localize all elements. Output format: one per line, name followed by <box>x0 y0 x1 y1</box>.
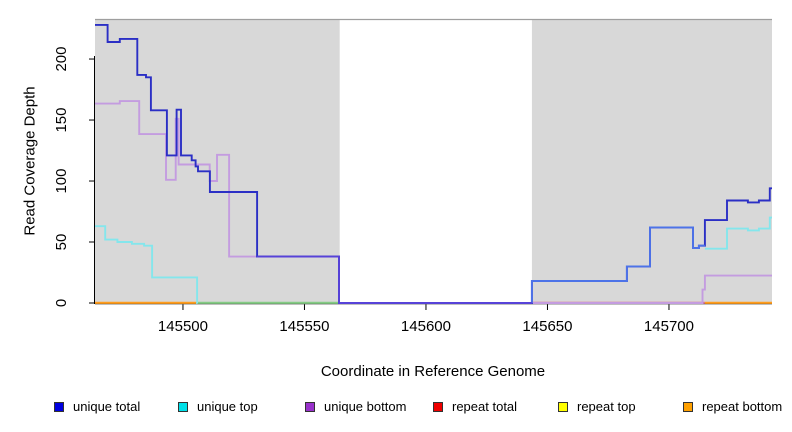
series-unique-top-left <box>95 225 199 304</box>
repeat-region-right <box>531 20 772 303</box>
x-tick-label: 145650 <box>522 318 572 335</box>
y-tick-label: 100 <box>53 169 70 194</box>
x-tick-label: 145550 <box>279 318 329 335</box>
y-tick-label: 0 <box>53 299 70 307</box>
y-axis-title: Read Coverage Depth <box>21 86 39 236</box>
x-tick-label: 145500 <box>158 318 208 335</box>
series-unique-total <box>95 23 772 304</box>
y-tick-label: 50 <box>53 234 70 251</box>
series-unique-top-right <box>704 216 772 250</box>
series-unique-total-unique-bottom-overlap <box>257 255 532 304</box>
series-unique-total-unique-top-overlap <box>530 226 705 303</box>
x-tick-label: 145600 <box>401 318 451 335</box>
x-tick-label: 145700 <box>644 318 694 335</box>
x-axis-title: Coordinate in Reference Genome <box>320 363 546 380</box>
y-tick-label: 150 <box>53 108 70 133</box>
y-tick-label: 200 <box>53 47 70 72</box>
